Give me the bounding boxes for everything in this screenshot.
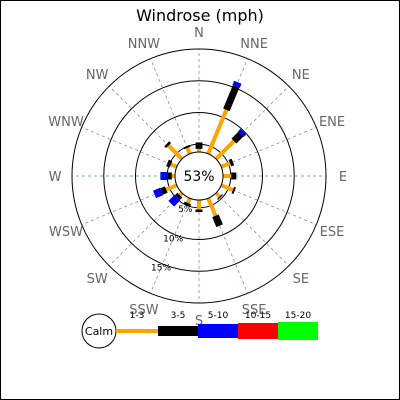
legend-label-15-20: 15-20 [285,311,311,321]
direction-label-ese: ESE [320,225,345,240]
segment-nnw-3-5 [183,144,191,150]
direction-label-nne: NNE [240,37,268,52]
segment-nne-5-10 [232,80,242,88]
wind-segments [153,80,247,228]
legend-label-5-10: 5-10 [208,311,229,321]
segment-se-1-3 [214,191,221,198]
legend-label-10-15: 10-15 [245,311,271,321]
segment-sse-3-5 [212,214,223,228]
ring-label-3: 15% [151,264,171,274]
direction-label-sse: SSE [242,303,267,318]
segment-wsw-3-5 [160,186,168,195]
direction-labels: N NNE NE ENE E ESE SE SSE S SSW SW WSW W WNW NW NNW [48,26,347,329]
segment-sw-1-3 [178,191,184,197]
ring-4 [71,48,327,304]
segment-nnw-1-3 [185,147,192,155]
ring-2 [135,112,263,240]
direction-label-sw: SW [87,272,108,287]
direction-label-nw: NW [86,68,109,83]
direction-label-n: N [194,26,204,41]
direction-label-wsw: WSW [49,225,83,240]
segment-se-3-5 [217,194,223,200]
legend-bar-3-5 [158,326,198,336]
segment-nw-3-5 [164,141,172,149]
legend-bar-1-3 [116,329,158,333]
segment-ene-3-5 [228,158,235,167]
legend-label-3-5: 3-5 [171,311,186,321]
legend: Calm 1-3 3-5 5-10 10-15 15-20 [81,311,318,349]
direction-label-w: W [49,170,62,185]
segment-ssw-1-3 [186,197,192,204]
direction-label-ssw: SSW [129,303,159,318]
ring-label-1: 5% [178,205,193,215]
segment-wsw-5-10 [153,187,164,199]
segment-ene-1-3 [220,161,231,169]
segment-nne-1-3 [206,109,229,155]
direction-label-ne: NE [292,68,310,83]
direction-label-nnw: NNW [128,37,160,52]
direction-label-se: SE [293,272,309,287]
segment-wnw-1-3 [170,162,178,169]
segment-sw-3-5 [175,192,183,200]
legend-bar-15-20 [278,322,318,340]
ring-label-2: 10% [163,234,183,244]
segment-ne-5-10 [237,128,247,138]
legend-label-1-3: 1-3 [130,311,145,321]
legend-calm-label: Calm [85,325,113,338]
ring-3 [103,80,295,272]
ring-labels: 5% 10% 15% [151,205,193,274]
segment-ne-1-3 [214,139,236,161]
direction-label-e: E [339,170,347,185]
calm-circle [174,151,224,201]
segment-ese-1-3 [220,183,234,192]
calm-percentage: 53% [183,169,214,185]
segment-sw-5-10 [168,194,181,207]
segment-wsw-1-3 [165,183,178,192]
legend-bar-5-10 [198,324,238,338]
chart-title: Windrose (mph) [136,6,264,25]
segment-wnw-3-5 [166,159,173,168]
direction-label-ene: ENE [319,115,345,130]
direction-label-wnw: WNW [48,115,84,130]
segment-ssw-3-5 [183,201,192,207]
segment-nw-1-3 [167,144,184,161]
segment-nne-3-5 [223,85,240,112]
segment-ese-3-5 [231,186,237,195]
segment-ne-3-5 [231,131,244,144]
segment-sse-1-3 [206,197,218,217]
legend-bar-10-15 [238,323,278,339]
direction-label-s: S [195,314,203,329]
